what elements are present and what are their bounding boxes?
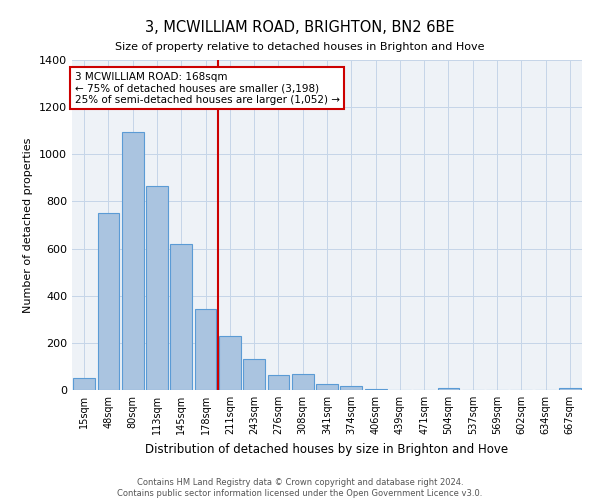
Text: 3, MCWILLIAM ROAD, BRIGHTON, BN2 6BE: 3, MCWILLIAM ROAD, BRIGHTON, BN2 6BE [145,20,455,35]
Bar [437,388,460,390]
Bar [268,374,289,390]
Y-axis label: Number of detached properties: Number of detached properties [23,138,34,312]
Bar [316,384,338,390]
Bar [73,378,95,390]
Bar [194,308,217,390]
Text: Contains HM Land Registry data © Crown copyright and database right 2024.
Contai: Contains HM Land Registry data © Crown c… [118,478,482,498]
Bar [340,386,362,390]
Bar [292,374,314,390]
Bar [170,244,192,390]
Bar [219,336,241,390]
Bar [122,132,143,390]
Text: 3 MCWILLIAM ROAD: 168sqm
← 75% of detached houses are smaller (3,198)
25% of sem: 3 MCWILLIAM ROAD: 168sqm ← 75% of detach… [74,72,340,105]
Bar [243,359,265,390]
X-axis label: Distribution of detached houses by size in Brighton and Hove: Distribution of detached houses by size … [145,442,509,456]
Text: Size of property relative to detached houses in Brighton and Hove: Size of property relative to detached ho… [115,42,485,52]
Bar [146,186,168,390]
Bar [559,388,581,390]
Bar [97,213,119,390]
